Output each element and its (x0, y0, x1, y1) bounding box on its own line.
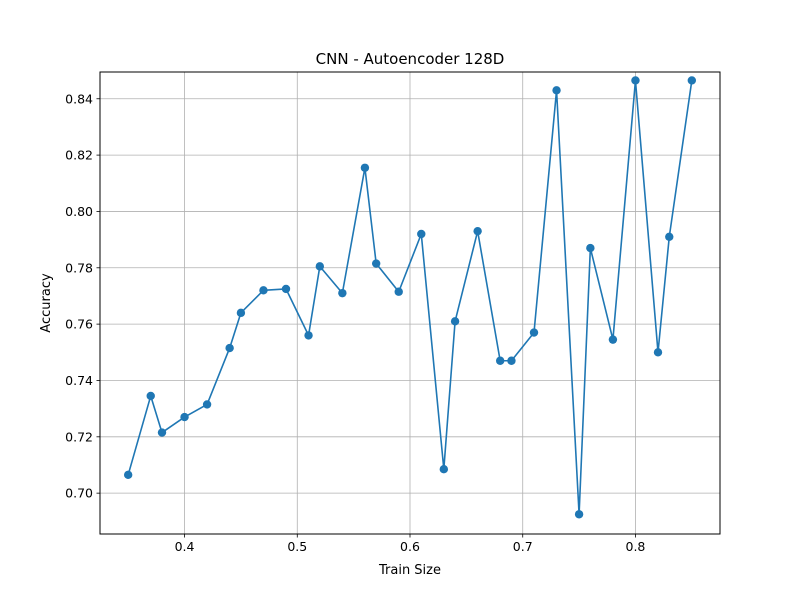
data-point (123, 470, 133, 480)
x-axis-label: Train Size (378, 563, 441, 578)
series-line (127, 79, 693, 516)
data-point (180, 412, 189, 422)
data-point (225, 343, 234, 353)
data-point (687, 76, 697, 85)
x-tick-label: 0.4 (175, 539, 195, 554)
x-tick-label: 0.8 (626, 539, 646, 554)
x-tick-label: 0.7 (513, 539, 533, 554)
data-point (360, 163, 370, 172)
data-point (202, 400, 212, 409)
data-point (450, 317, 460, 326)
data-point (338, 288, 347, 298)
data-point (371, 259, 381, 268)
x-axis-ticks: 0.4 0.5 0.6 0.7 0.8 (175, 534, 646, 554)
y-tick-label: 0.82 (65, 148, 93, 163)
x-tick-label: 0.5 (287, 539, 307, 554)
y-tick-label: 0.74 (65, 373, 93, 388)
y-tick-label: 0.76 (65, 317, 93, 332)
data-point (665, 232, 674, 241)
y-axis-label: Accuracy (39, 273, 54, 333)
data-point (259, 286, 268, 295)
data-point (146, 391, 155, 401)
data-point (236, 308, 246, 318)
data-point (574, 510, 584, 519)
y-tick-label: 0.70 (65, 486, 93, 501)
data-point (631, 76, 640, 85)
data-point (417, 229, 426, 239)
y-tick-label: 0.78 (65, 260, 93, 275)
data-point (157, 428, 167, 437)
y-tick-label: 0.84 (65, 91, 93, 106)
chart-title: CNN - Autoencoder 128D (316, 50, 505, 68)
y-tick-label: 0.72 (65, 429, 93, 444)
data-point (315, 262, 325, 271)
data-point (394, 287, 403, 296)
grid-lines (100, 72, 720, 534)
data-point (507, 356, 516, 365)
data-point (653, 348, 663, 357)
data-point (473, 226, 482, 236)
data-point (439, 465, 449, 474)
y-axis-ticks: 0.70 0.72 0.74 0.76 0.78 0.80 0.82 0.84 (65, 91, 100, 501)
data-point (586, 243, 595, 253)
data-point (495, 356, 505, 365)
data-point (304, 331, 313, 340)
data-point (608, 335, 618, 344)
data-point (281, 284, 291, 294)
y-tick-label: 0.80 (65, 204, 93, 219)
x-tick-label: 0.6 (400, 539, 420, 554)
data-point (552, 86, 561, 95)
data-series (123, 76, 697, 519)
data-point (529, 328, 539, 337)
